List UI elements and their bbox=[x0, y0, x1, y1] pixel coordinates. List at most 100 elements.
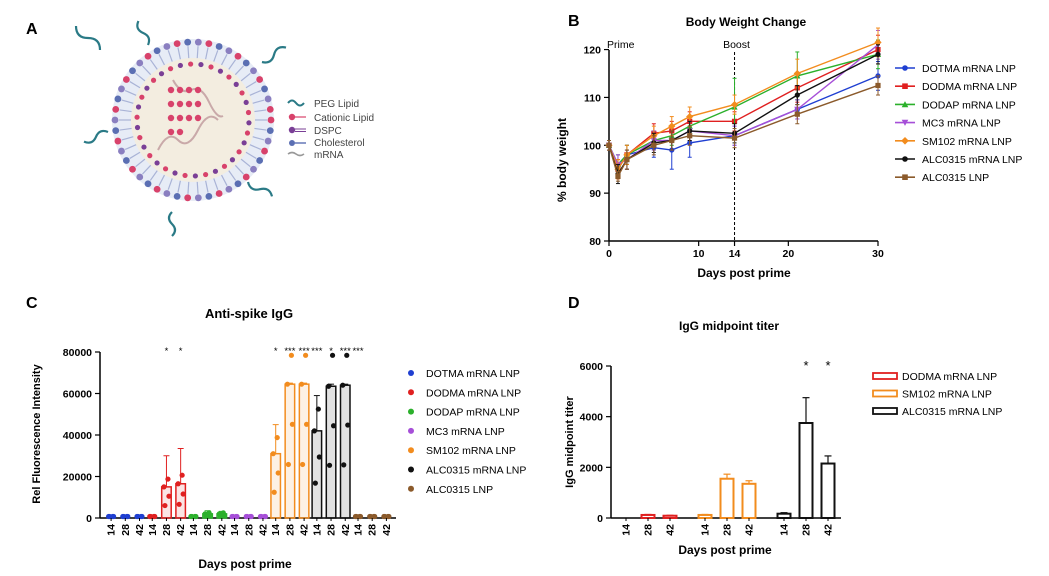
c-data-point bbox=[261, 513, 268, 520]
d-x-tick-label: 28 bbox=[801, 524, 813, 536]
inner-lipid-head bbox=[134, 114, 140, 120]
lipid-tail bbox=[124, 144, 137, 151]
c-x-tick-label: 28 bbox=[120, 524, 132, 536]
chart-b-ylabel: % body weight bbox=[555, 118, 569, 202]
d-legend-label: ALC0315 mRNA LNP bbox=[902, 406, 1002, 418]
inner-lipid-head bbox=[141, 144, 147, 150]
lipid-tail bbox=[196, 46, 199, 59]
cationic-lipid bbox=[167, 114, 175, 122]
lipid-head bbox=[144, 52, 152, 60]
b-legend-marker bbox=[902, 156, 908, 162]
c-legend-marker bbox=[408, 370, 414, 376]
c-data-point bbox=[311, 428, 317, 434]
c-data-point bbox=[179, 472, 185, 478]
b-series-line bbox=[608, 48, 879, 171]
b-legend-marker bbox=[902, 65, 908, 71]
c-data-point bbox=[326, 462, 333, 468]
lipid-head bbox=[163, 190, 171, 197]
inner-lipid-head bbox=[188, 61, 194, 67]
lipid-head bbox=[234, 180, 242, 188]
d-y-tick-label: 4000 bbox=[580, 412, 604, 424]
c-data-point bbox=[220, 510, 226, 516]
cationic-lipid bbox=[176, 128, 184, 136]
b-y-tick-label: 100 bbox=[583, 140, 601, 152]
d-bar bbox=[798, 422, 814, 519]
lnp-legend-label: mRNA bbox=[314, 150, 344, 161]
lipid-head bbox=[114, 95, 122, 103]
lipid-tail bbox=[245, 81, 257, 89]
peg-lipid bbox=[74, 25, 102, 51]
c-data-point bbox=[176, 501, 182, 507]
d-x-tick-label: 14 bbox=[700, 524, 712, 536]
lipid-head bbox=[215, 190, 223, 197]
b-data-point bbox=[874, 38, 882, 46]
c-data-point bbox=[289, 421, 295, 427]
c-data-point bbox=[275, 470, 281, 476]
lipid-head bbox=[205, 192, 213, 200]
anti-spike-igg-chart: Anti-spike IgG Days post prime Rel Fluor… bbox=[31, 306, 526, 571]
cationic-lipid bbox=[185, 114, 193, 122]
b-legend-label: DOTMA mRNA LNP bbox=[922, 63, 1016, 75]
b-legend-marker bbox=[901, 101, 909, 108]
c-data-point bbox=[299, 381, 305, 387]
c-data-point bbox=[151, 513, 157, 520]
lipid-head bbox=[242, 59, 250, 67]
lipid-head bbox=[153, 185, 161, 193]
lipid-tail bbox=[119, 127, 132, 131]
c-x-tick-label: 28 bbox=[367, 524, 379, 536]
c-legend-label: DOTMA mRNA LNP bbox=[426, 368, 520, 380]
b-data-point bbox=[875, 82, 881, 89]
lipid-tail bbox=[213, 50, 219, 62]
c-legend-marker bbox=[408, 466, 414, 473]
cationic-lipid bbox=[194, 86, 202, 94]
lipid-head bbox=[136, 59, 144, 67]
lipid-tail bbox=[129, 151, 141, 159]
cationic-lipid bbox=[194, 114, 202, 122]
c-x-tick-label: 42 bbox=[175, 524, 187, 536]
inner-lipid-head bbox=[236, 149, 242, 155]
lnp-core bbox=[131, 58, 255, 182]
d-legend-label: SM102 mRNA LNP bbox=[902, 389, 992, 401]
d-significance-mark: * bbox=[825, 358, 830, 373]
inner-lipid-head bbox=[172, 170, 178, 176]
inner-lipid-head bbox=[162, 166, 169, 172]
c-data-point bbox=[180, 491, 186, 497]
d-y-tick-label: 0 bbox=[597, 513, 603, 525]
inner-lipid-head bbox=[144, 85, 150, 91]
c-bar bbox=[311, 430, 323, 519]
lipid-head bbox=[194, 194, 202, 202]
lipid-tail bbox=[167, 50, 173, 62]
c-x-tick-label: 28 bbox=[202, 524, 214, 536]
lipid-head bbox=[256, 76, 264, 83]
d-bar bbox=[640, 513, 656, 520]
d-y-tick-label: 6000 bbox=[580, 361, 604, 373]
lnp-legend-label: Cholesterol bbox=[314, 138, 365, 149]
c-x-tick-label: 14 bbox=[229, 524, 241, 536]
c-x-tick-label: 42 bbox=[381, 524, 393, 536]
c-data-point bbox=[206, 510, 212, 516]
c-data-point bbox=[110, 513, 116, 520]
lipid-head bbox=[261, 85, 268, 93]
chart-c-ylabel: Rel Fluorescence Intensity bbox=[31, 363, 43, 503]
c-data-point bbox=[203, 513, 209, 519]
lipid-head bbox=[144, 180, 152, 188]
lipid-head bbox=[264, 137, 272, 145]
chart-d-title: IgG midpoint titer bbox=[679, 319, 779, 333]
peg-lipid bbox=[167, 211, 177, 237]
c-legend-marker bbox=[408, 389, 414, 396]
lipid-tail bbox=[177, 180, 181, 193]
c-x-tick-label: 14 bbox=[147, 524, 159, 536]
b-legend-label: MC3 mRNA LNP bbox=[922, 118, 1001, 130]
c-data-point bbox=[270, 451, 276, 457]
c-bar bbox=[339, 384, 351, 519]
b-data-point bbox=[668, 122, 676, 130]
panel-letter-a: A bbox=[26, 21, 38, 38]
lipid-head bbox=[136, 173, 144, 181]
lipid-head bbox=[225, 47, 233, 55]
c-x-tick-label: 14 bbox=[311, 524, 323, 536]
c-bar bbox=[160, 486, 172, 519]
d-legend-swatch bbox=[872, 407, 898, 415]
c-data-point bbox=[162, 502, 168, 509]
d-x-tick-label: 14 bbox=[621, 524, 633, 536]
